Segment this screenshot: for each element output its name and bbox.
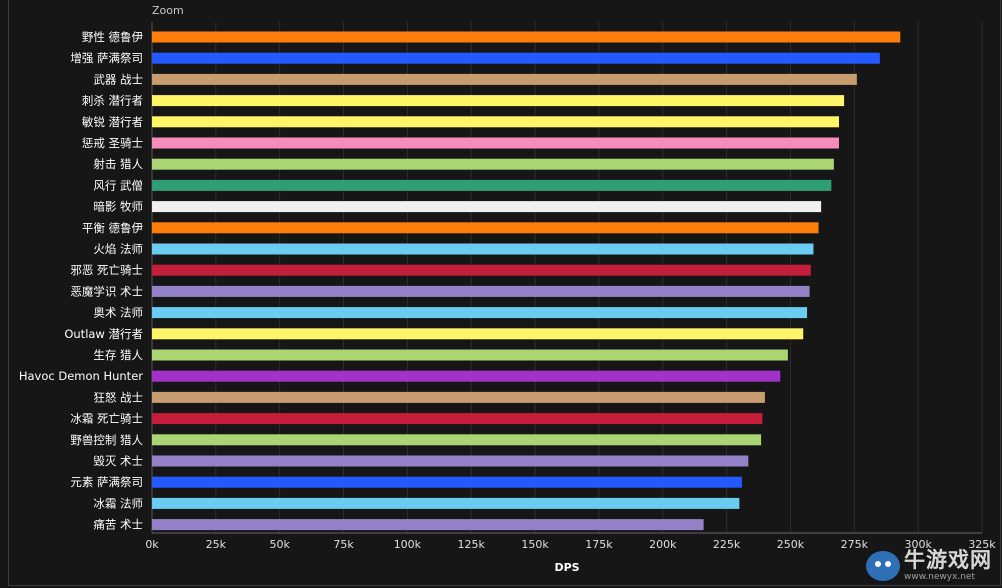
x-tick-label: 150k [521, 538, 549, 551]
bar[interactable] [152, 328, 804, 340]
x-tick-label: 325k [968, 538, 996, 551]
bar[interactable] [152, 158, 834, 170]
zoom-label[interactable]: Zoom [152, 4, 184, 17]
category-label: 毁灭 术士 [93, 454, 143, 468]
category-label: Outlaw 潜行者 [64, 327, 143, 341]
bar[interactable] [152, 285, 810, 297]
bar[interactable] [152, 52, 880, 64]
bar[interactable] [152, 497, 740, 509]
cow-mascot-icon [866, 551, 900, 581]
bar[interactable] [152, 31, 901, 43]
watermark-text: 牛游戏网 www.newyx.net [904, 550, 992, 582]
bar[interactable] [152, 95, 845, 107]
category-label: 元素 萨满祭司 [70, 475, 143, 489]
category-label: 邪恶 死亡骑士 [70, 263, 143, 277]
category-label: 冰霜 法师 [93, 496, 143, 510]
category-label: 武器 战士 [93, 72, 143, 86]
watermark-brand: 牛游戏网 [904, 548, 992, 572]
bar[interactable] [152, 201, 822, 213]
category-label: 痛苦 术士 [93, 518, 143, 532]
bar-layer [152, 31, 901, 531]
bar[interactable] [152, 116, 839, 128]
bar[interactable] [152, 370, 781, 382]
bar[interactable] [152, 413, 763, 425]
category-label: 野性 德鲁伊 [82, 30, 144, 44]
grid-layer [151, 22, 983, 534]
x-tick-label: 175k [585, 538, 613, 551]
category-label: 平衡 德鲁伊 [82, 221, 144, 235]
x-tick-label: 25k [206, 538, 227, 551]
category-label: Havoc Demon Hunter [19, 369, 143, 383]
category-label: 生存 猎人 [93, 348, 143, 362]
x-tick-label: 275k [841, 538, 869, 551]
bar[interactable] [152, 307, 808, 319]
bar[interactable] [152, 137, 839, 149]
bar[interactable] [152, 222, 819, 234]
bar[interactable] [152, 434, 762, 446]
x-tick-layer: 0k 25k 50k 75k 100k 125k 150k 175k 200k 225k 250k 2… [145, 538, 996, 551]
category-label: 火焰 法师 [93, 242, 143, 256]
x-tick-label: 225k [713, 538, 741, 551]
bar[interactable] [152, 73, 857, 85]
category-label: 暗影 牧师 [93, 200, 143, 214]
category-label: 冰霜 死亡骑士 [70, 412, 143, 426]
x-tick-label: 75k [333, 538, 354, 551]
x-axis-title: DPS [554, 561, 579, 574]
x-tick-label: 0k [145, 538, 159, 551]
chart-frame [8, 0, 1001, 586]
category-label: 射击 猎人 [93, 157, 143, 171]
category-label: 增强 萨满祭司 [70, 51, 143, 65]
x-tick-label: 50k [270, 538, 291, 551]
bar[interactable] [152, 349, 788, 361]
watermark: 牛游戏网 www.newyx.net [866, 550, 992, 582]
category-label: 奥术 法师 [93, 306, 143, 320]
category-label: 野兽控制 猎人 [70, 433, 143, 447]
watermark-url: www.newyx.net [904, 572, 976, 582]
bar[interactable] [152, 391, 765, 403]
x-tick-label: 125k [458, 538, 486, 551]
bar[interactable] [152, 264, 811, 276]
bar[interactable] [152, 519, 704, 531]
bar[interactable] [152, 476, 742, 488]
category-label: 恶魔学识 术士 [70, 284, 143, 298]
category-label: 惩戒 圣骑士 [82, 136, 143, 150]
bar[interactable] [152, 179, 832, 191]
category-label: 刺杀 潜行者 [82, 94, 143, 108]
x-tick-label: 200k [649, 538, 677, 551]
category-label: 狂怒 战士 [93, 390, 143, 404]
bar[interactable] [152, 243, 814, 255]
x-tick-label: 250k [777, 538, 805, 551]
bar[interactable] [152, 455, 749, 467]
category-label: 风行 武僧 [93, 178, 143, 192]
x-tick-label: 300k [904, 538, 932, 551]
x-tick-label: 100k [394, 538, 422, 551]
category-label: 敏锐 潜行者 [82, 115, 143, 129]
